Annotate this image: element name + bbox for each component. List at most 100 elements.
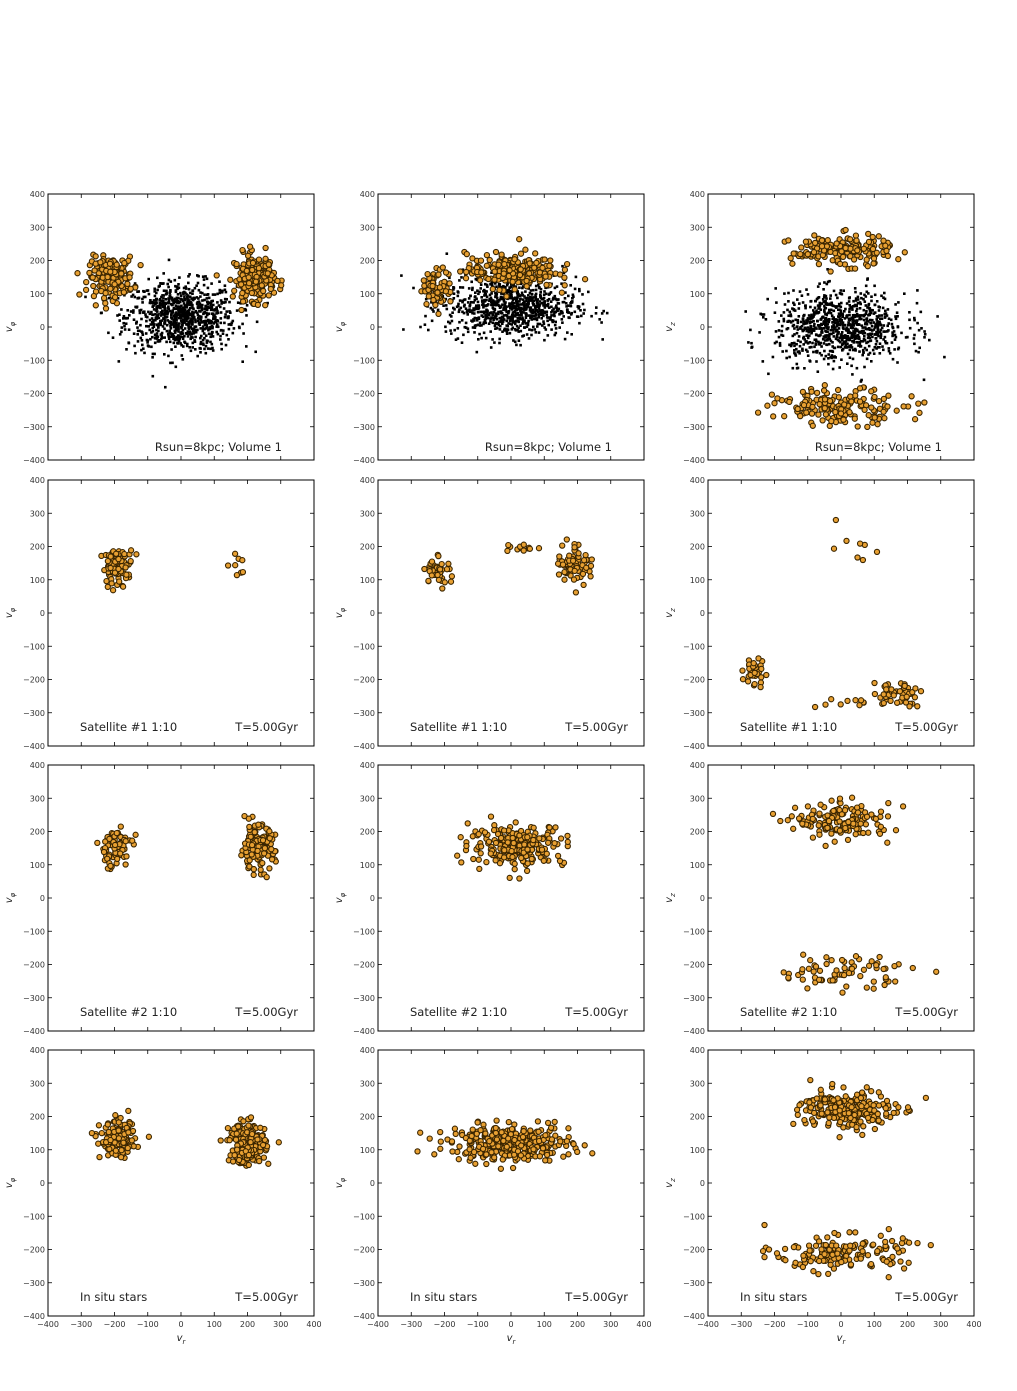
star-point — [509, 315, 512, 319]
star-point — [546, 299, 549, 302]
star-point — [767, 372, 770, 376]
satellite-point — [901, 249, 908, 256]
star-point — [207, 296, 211, 300]
star-point — [578, 289, 581, 293]
star-point — [445, 307, 449, 311]
star-point — [179, 342, 182, 345]
star-point — [536, 322, 540, 326]
star-point — [875, 318, 878, 321]
y-tick-label: −200 — [353, 961, 375, 970]
satellite-point — [491, 276, 498, 283]
star-point — [848, 331, 851, 334]
star-point — [532, 304, 535, 307]
star-point — [185, 319, 188, 323]
star-point — [480, 314, 483, 317]
satellite-point — [580, 557, 588, 564]
star-point — [472, 318, 475, 321]
satellite-point — [799, 976, 806, 983]
star-point — [177, 286, 181, 290]
star-point — [518, 316, 522, 320]
star-point — [496, 303, 499, 307]
star-point — [143, 310, 146, 313]
star-point — [836, 331, 840, 335]
star-point — [855, 313, 859, 316]
star-point — [877, 309, 881, 312]
satellite-point — [477, 257, 485, 264]
satellite-point — [447, 298, 454, 305]
satellite-point — [524, 860, 531, 867]
star-point — [475, 297, 478, 301]
satellite-point — [127, 547, 135, 554]
satellite-point — [526, 270, 533, 277]
star-point — [537, 307, 541, 310]
star-point — [194, 320, 197, 324]
y-axis-label: vφ — [4, 321, 17, 332]
satellite-point — [239, 568, 247, 576]
star-point — [578, 287, 581, 291]
star-point — [255, 320, 259, 324]
star-point — [509, 289, 512, 293]
satellite-point — [255, 265, 263, 272]
star-point — [605, 311, 609, 315]
panel-label: Satellite #2 1:10 — [740, 1005, 837, 1019]
star-point — [156, 314, 159, 318]
star-point — [151, 330, 155, 333]
star-point — [574, 275, 578, 279]
star-point — [796, 350, 800, 354]
satellite-point — [476, 865, 483, 873]
star-point — [211, 325, 214, 329]
satellite-point — [580, 581, 587, 589]
satellite-point — [851, 415, 858, 422]
satellite-point — [227, 276, 234, 283]
star-point — [133, 295, 137, 299]
satellite-point — [875, 233, 882, 240]
star-point — [544, 304, 547, 308]
star-point — [491, 306, 495, 309]
star-point — [458, 308, 461, 311]
satellite-point — [421, 565, 428, 573]
star-point — [557, 307, 561, 311]
star-point — [849, 344, 853, 347]
star-point — [549, 316, 552, 319]
star-point — [886, 330, 889, 333]
star-point — [156, 288, 159, 292]
star-point — [495, 292, 499, 296]
star-point — [216, 309, 219, 313]
star-point — [543, 338, 546, 342]
star-point — [521, 286, 524, 290]
star-point — [189, 301, 192, 304]
star-point — [838, 366, 841, 369]
star-point — [865, 290, 869, 294]
satellite-point — [511, 256, 518, 263]
star-point — [215, 330, 218, 334]
star-point — [781, 334, 785, 337]
star-point — [793, 327, 796, 330]
star-point — [793, 303, 796, 306]
star-point — [180, 332, 184, 335]
satellite-point — [231, 287, 238, 294]
star-point — [210, 282, 213, 285]
satellite-point — [239, 246, 246, 254]
star-point — [851, 348, 855, 352]
y-tick-label: −300 — [683, 994, 705, 1003]
satellite-point — [504, 839, 511, 846]
satellite-point — [112, 550, 120, 557]
points — [400, 236, 609, 354]
star-point — [918, 346, 921, 350]
star-point — [822, 320, 825, 323]
satellite-point — [848, 794, 856, 801]
star-point — [203, 298, 206, 302]
y-tick-label: 300 — [360, 223, 375, 232]
star-point — [225, 333, 229, 337]
star-point — [176, 334, 180, 337]
star-point — [801, 317, 805, 320]
star-point — [228, 300, 231, 304]
star-point — [862, 329, 865, 333]
star-point — [835, 305, 839, 308]
star-point — [869, 328, 873, 332]
star-point — [182, 286, 186, 290]
star-point — [827, 362, 830, 366]
star-point — [456, 327, 460, 330]
star-point — [798, 352, 801, 355]
star-point — [216, 319, 219, 322]
